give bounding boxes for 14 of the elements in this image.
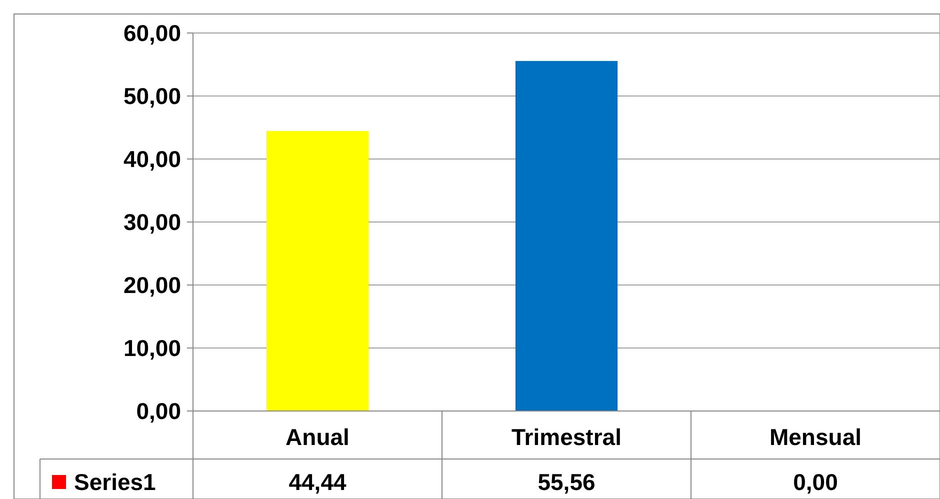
y-tick-label: 10,00 <box>123 335 181 362</box>
y-tick-label: 50,00 <box>123 83 181 110</box>
x-tick-label: Mensual <box>769 424 862 450</box>
y-tick-label: 30,00 <box>123 209 181 236</box>
data-label: 44,44 <box>288 469 346 496</box>
y-tick-label: 40,00 <box>123 146 181 172</box>
y-tick-label: 0,00 <box>136 398 181 424</box>
data-label: 0,00 <box>793 469 838 496</box>
x-tick-label: Anual <box>286 424 350 450</box>
data-label: 55,56 <box>538 469 596 496</box>
y-tick-label: 20,00 <box>123 272 181 298</box>
y-tick-label: 60,00 <box>123 20 181 46</box>
text: Series1 <box>74 469 156 496</box>
x-tick-label: Trimestral <box>512 424 622 450</box>
